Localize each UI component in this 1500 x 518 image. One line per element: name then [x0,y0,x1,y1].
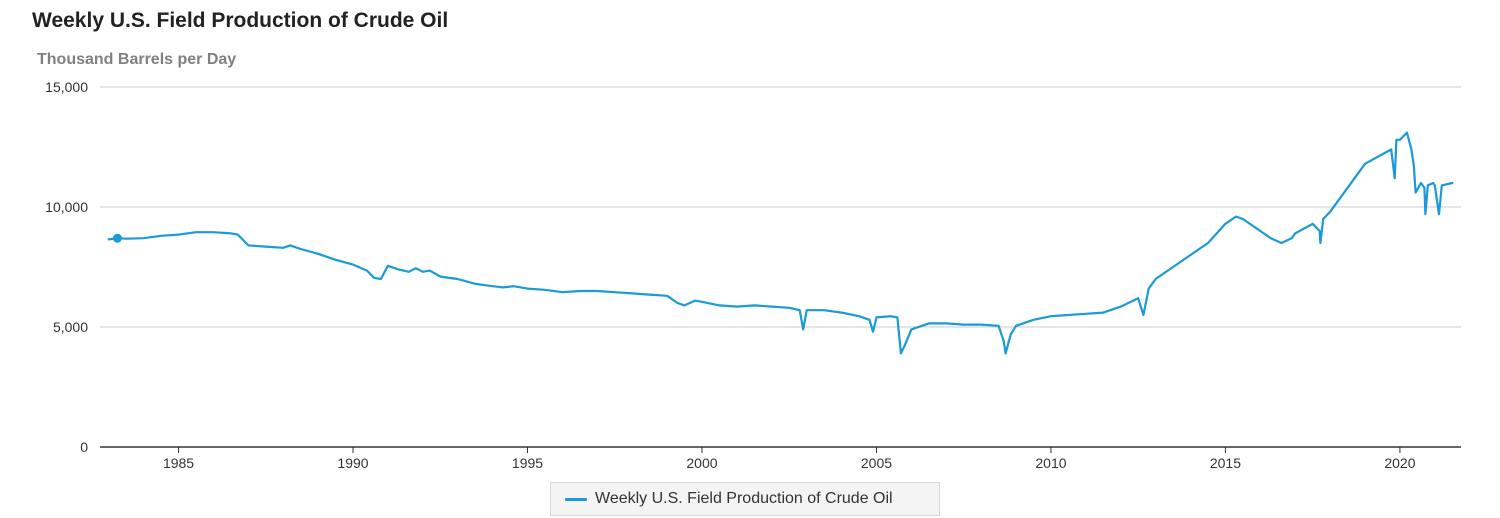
grid-layer [100,86,1461,328]
series-start-marker [112,233,122,243]
legend-swatch [565,497,587,501]
x-tick-label: 2020 [1384,455,1415,471]
y-tick-label: 0 [80,439,88,455]
chart-title: Weekly U.S. Field Production of Crude Oi… [32,9,449,32]
plot-area: 0 5,000 10,000 15,000 1985 1990 1995 2000 2005 20… [45,79,1461,471]
x-tick-label: 2010 [1035,455,1066,471]
y-tick-label: 5,000 [53,319,88,335]
x-tick-label: 1985 [163,455,194,471]
y-tick-label: 15,000 [45,79,88,95]
x-tick-label: 2000 [686,455,717,471]
legend-label: Weekly U.S. Field Production of Crude Oi… [595,490,893,507]
x-tick-label: 1995 [512,455,543,471]
series-layer [107,131,1454,355]
x-tick-label: 2015 [1210,455,1241,471]
axis-layer: 0 5,000 10,000 15,000 1985 1990 1995 2000 2005 20… [45,79,1461,471]
x-tick-label: 2005 [861,455,892,471]
y-tick-label: 10,000 [45,199,88,215]
series-line [107,131,1454,355]
x-tick-label: 1990 [337,455,368,471]
legend[interactable]: Weekly U.S. Field Production of Crude Oi… [550,482,940,516]
chart-subtitle: Thousand Barrels per Day [37,51,237,68]
